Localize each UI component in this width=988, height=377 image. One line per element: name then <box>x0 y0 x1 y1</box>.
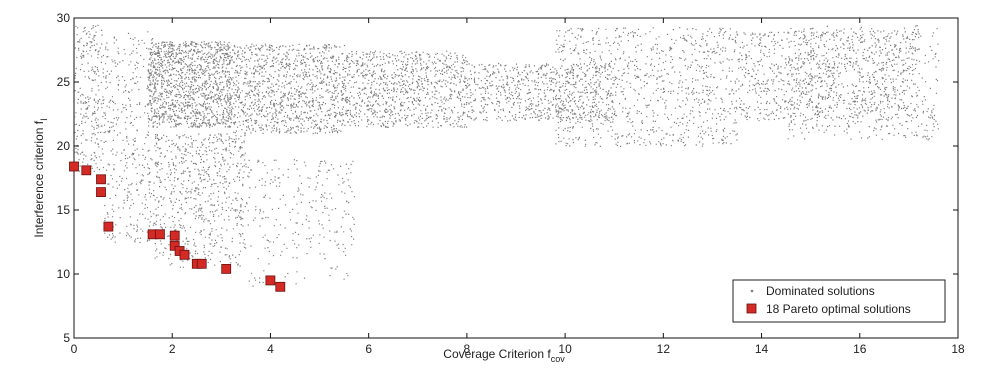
legend-pareto-label: 18 Pareto optimal solutions <box>766 302 911 316</box>
x-tick-label: 0 <box>71 342 78 356</box>
pareto-point <box>169 240 180 251</box>
pareto-point <box>69 161 79 172</box>
x-tick-label: 10 <box>558 342 572 356</box>
pareto-point <box>275 281 286 292</box>
legend-pareto-marker <box>746 303 757 314</box>
y-tick-label: 25 <box>57 75 71 89</box>
pareto-point <box>154 229 165 240</box>
x-tick-label: 4 <box>267 342 274 356</box>
dominated-solution-points <box>74 24 940 287</box>
pareto-solutions-series <box>69 161 286 292</box>
legend: Dominated solutions 18 Pareto optimal so… <box>732 279 946 323</box>
x-axis-title: Coverage Criterion fcov <box>443 347 565 364</box>
pareto-point <box>81 165 92 176</box>
x-tick-label: 2 <box>169 342 176 356</box>
pareto-point <box>196 258 207 269</box>
y-tick-label: 10 <box>57 267 71 281</box>
y-tick-label: 20 <box>57 139 71 153</box>
x-tick-label: 14 <box>755 342 769 356</box>
legend-dominated-label: Dominated solutions <box>766 284 875 298</box>
y-tick-label: 30 <box>57 11 71 25</box>
x-axis-ticks: 0 2 4 6 8 10 12 14 16 18 <box>71 18 965 356</box>
legend-dominated-marker <box>750 289 754 293</box>
pareto-point <box>169 230 180 241</box>
y-tick-label: 5 <box>63 331 70 345</box>
pareto-point <box>96 187 106 198</box>
y-axis-title: Interference criterion fI <box>32 118 49 237</box>
pareto-point <box>96 174 106 185</box>
dominated-solutions-series <box>74 24 940 287</box>
x-tick-label: 6 <box>365 342 372 356</box>
pareto-point <box>221 263 232 274</box>
y-tick-label: 15 <box>57 203 71 217</box>
pareto-point <box>179 249 190 260</box>
pareto-point <box>265 275 276 286</box>
x-tick-label: 18 <box>951 342 965 356</box>
x-tick-label: 16 <box>853 342 867 356</box>
x-tick-label: 12 <box>657 342 671 356</box>
legend-box <box>732 279 946 323</box>
x-tick-label: 8 <box>464 342 471 356</box>
pareto-point <box>103 221 114 232</box>
y-axis-ticks: 5 10 15 20 25 30 <box>57 11 958 345</box>
